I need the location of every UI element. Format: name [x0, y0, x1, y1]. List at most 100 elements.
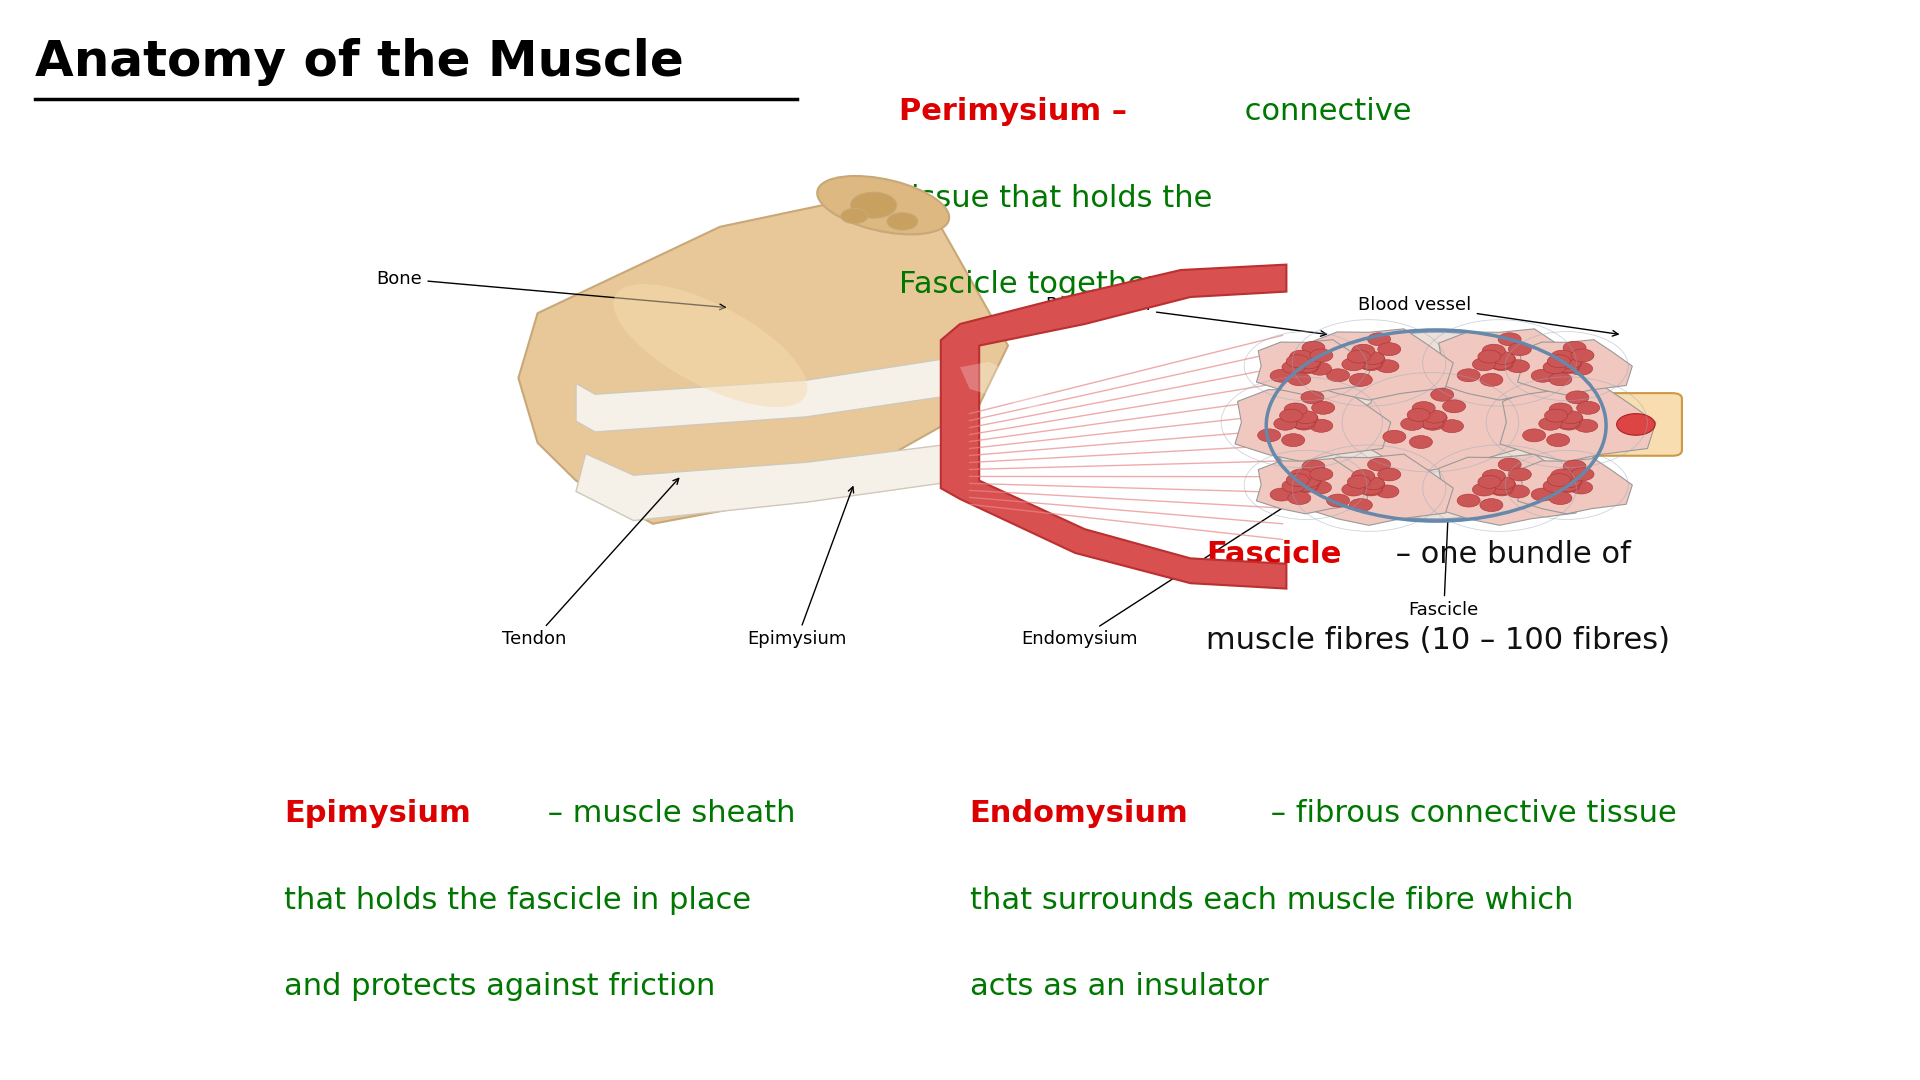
Circle shape	[1559, 410, 1582, 423]
Circle shape	[1290, 350, 1313, 363]
Text: Anatomy of the Muscle: Anatomy of the Muscle	[35, 38, 684, 85]
Polygon shape	[1306, 455, 1453, 525]
FancyBboxPatch shape	[1590, 393, 1682, 456]
Circle shape	[1557, 361, 1580, 374]
Circle shape	[1283, 361, 1306, 374]
Polygon shape	[960, 362, 1046, 410]
Circle shape	[1571, 468, 1594, 481]
Circle shape	[1342, 483, 1365, 496]
Circle shape	[1482, 470, 1505, 483]
Circle shape	[1359, 482, 1382, 495]
Circle shape	[1292, 417, 1315, 430]
Text: Fascicle: Fascicle	[1206, 540, 1342, 569]
Text: Bone: Bone	[376, 270, 726, 310]
Circle shape	[1367, 333, 1390, 346]
Circle shape	[1409, 435, 1432, 448]
Polygon shape	[1306, 329, 1453, 400]
Text: that surrounds each muscle fibre which: that surrounds each muscle fibre which	[970, 886, 1572, 915]
Text: Perimysium: Perimysium	[1046, 296, 1327, 336]
Circle shape	[1423, 410, 1446, 423]
Circle shape	[1555, 478, 1578, 491]
Text: muscle fibres (10 – 100 fibres): muscle fibres (10 – 100 fibres)	[1206, 626, 1670, 656]
Circle shape	[1352, 470, 1375, 483]
Polygon shape	[576, 356, 960, 432]
Circle shape	[1361, 352, 1384, 365]
Circle shape	[1298, 356, 1321, 369]
Circle shape	[1544, 409, 1567, 422]
Text: and protects against friction: and protects against friction	[284, 972, 716, 1001]
Circle shape	[1490, 482, 1513, 495]
Text: – fibrous connective tissue: – fibrous connective tissue	[1261, 799, 1678, 828]
Circle shape	[1442, 400, 1465, 413]
Circle shape	[1425, 411, 1448, 424]
Circle shape	[1361, 353, 1384, 366]
Circle shape	[1298, 356, 1321, 369]
Text: Epimysium: Epimysium	[747, 487, 854, 648]
Text: Blood vessel: Blood vessel	[1359, 296, 1619, 336]
Circle shape	[1457, 368, 1480, 381]
Polygon shape	[1436, 329, 1584, 400]
Circle shape	[1361, 477, 1384, 490]
Circle shape	[1559, 475, 1582, 488]
Circle shape	[1559, 411, 1582, 424]
Text: Endomysium: Endomysium	[970, 799, 1188, 828]
Circle shape	[1549, 373, 1572, 386]
Circle shape	[1421, 417, 1444, 430]
Circle shape	[1292, 416, 1315, 429]
Circle shape	[1342, 357, 1365, 370]
Circle shape	[1298, 475, 1321, 488]
Text: Perimysium –: Perimysium –	[899, 97, 1127, 126]
Circle shape	[1492, 353, 1515, 366]
Circle shape	[1350, 499, 1373, 512]
Circle shape	[1286, 354, 1309, 367]
Circle shape	[1567, 391, 1590, 404]
Text: Endomysium: Endomysium	[1021, 483, 1321, 648]
Circle shape	[1490, 483, 1513, 496]
Circle shape	[1288, 373, 1311, 386]
Circle shape	[1498, 333, 1521, 346]
Circle shape	[1507, 485, 1530, 498]
Circle shape	[1551, 469, 1574, 482]
Circle shape	[1507, 360, 1530, 373]
Circle shape	[1492, 352, 1515, 365]
Circle shape	[1478, 350, 1501, 363]
Circle shape	[1298, 475, 1321, 488]
Circle shape	[1492, 478, 1515, 491]
Circle shape	[1551, 350, 1574, 363]
Circle shape	[1478, 475, 1501, 488]
Circle shape	[1311, 402, 1334, 415]
Circle shape	[1563, 341, 1586, 354]
Polygon shape	[1338, 362, 1532, 471]
Circle shape	[1413, 402, 1436, 415]
Circle shape	[1309, 468, 1332, 481]
Circle shape	[1523, 429, 1546, 442]
Circle shape	[1350, 374, 1373, 387]
Circle shape	[1559, 356, 1582, 369]
Circle shape	[1348, 475, 1371, 488]
Circle shape	[1286, 473, 1309, 486]
Circle shape	[1490, 356, 1513, 369]
Polygon shape	[1256, 340, 1371, 395]
Circle shape	[1549, 403, 1572, 416]
Circle shape	[1569, 481, 1592, 494]
Circle shape	[1367, 458, 1390, 471]
Circle shape	[1269, 369, 1292, 382]
Circle shape	[851, 192, 897, 218]
Polygon shape	[1517, 459, 1632, 514]
Circle shape	[1430, 389, 1453, 402]
Polygon shape	[1235, 387, 1390, 461]
Circle shape	[1617, 414, 1655, 435]
Circle shape	[1509, 468, 1532, 481]
Circle shape	[1294, 411, 1317, 424]
Circle shape	[1258, 429, 1281, 442]
Circle shape	[1473, 483, 1496, 496]
Circle shape	[1407, 408, 1430, 421]
Circle shape	[1557, 416, 1580, 429]
Circle shape	[1273, 417, 1296, 430]
Circle shape	[1557, 417, 1580, 430]
Circle shape	[1559, 475, 1582, 488]
Circle shape	[1498, 458, 1521, 471]
Polygon shape	[518, 194, 1008, 524]
Circle shape	[1548, 473, 1571, 486]
Ellipse shape	[1269, 330, 1605, 519]
